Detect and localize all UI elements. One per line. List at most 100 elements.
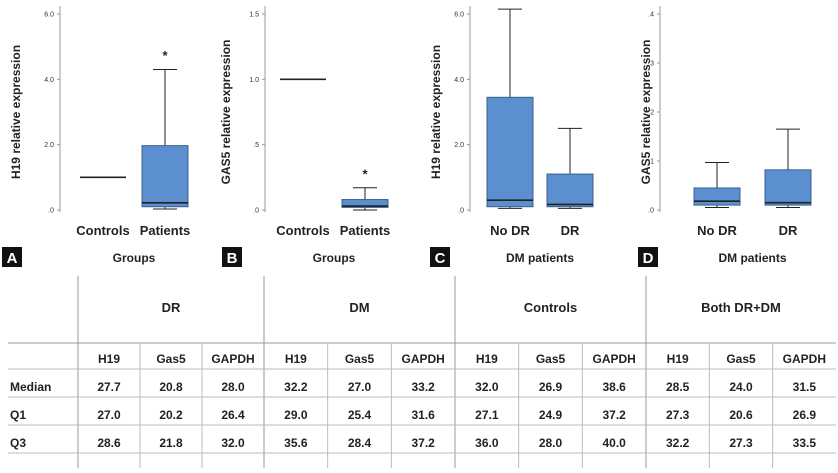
table-column-header: Gas5	[345, 352, 375, 366]
panel-a-letter: A	[7, 250, 18, 267]
table-cell: 38.6	[602, 380, 626, 394]
table-cell: 26.4	[221, 408, 245, 422]
panel-d-tick-label: .1	[648, 159, 654, 166]
panel-b-tick-label: .0	[253, 208, 259, 215]
table-cell: 40.0	[602, 436, 626, 450]
panel-a-tick-label: 6.0	[44, 12, 54, 19]
panel-d-box	[764, 169, 812, 206]
panel-c-xlabel: DM patients	[506, 251, 574, 265]
table-cell: 31.5	[793, 380, 817, 394]
panel-d-xlabel: DM patients	[718, 251, 786, 265]
panel-b-category-label: Controls	[276, 223, 329, 238]
table-cell: 26.9	[539, 380, 563, 394]
table-cell: 29.0	[284, 408, 308, 422]
table-group-header: Both DR+DM	[701, 300, 781, 315]
panel-d-tick-label: .3	[648, 61, 654, 68]
table-column-header: GAPDH	[401, 352, 444, 366]
panel-c-tick-label: .0	[458, 208, 464, 215]
table-cell: 20.8	[159, 380, 183, 394]
panel-b-box	[341, 199, 389, 208]
table-cell: 27.3	[729, 436, 753, 450]
panel-c-category-label: No DR	[490, 223, 530, 238]
panel-d-tick-label: .2	[648, 110, 654, 117]
panel-d-box	[693, 187, 741, 206]
table-group-header: DR	[162, 300, 181, 315]
table-column-header: GAPDH	[592, 352, 635, 366]
table-cell: 21.8	[159, 436, 183, 450]
panel-b-letter-box	[222, 247, 242, 267]
table-column-header: H19	[285, 352, 307, 366]
panel-b-letter: B	[227, 250, 238, 267]
panel-c-tick-label: 2.0	[454, 142, 464, 149]
table-cell: 32.0	[475, 380, 499, 394]
table-cell: 35.6	[284, 436, 308, 450]
table-cell: 28.4	[348, 436, 372, 450]
table-cell: 28.6	[97, 436, 121, 450]
panel-d-tick-label: .0	[648, 208, 654, 215]
table-cell: 27.0	[348, 380, 372, 394]
panel-a-significance-star: *	[162, 48, 168, 63]
table-cell: 28.5	[666, 380, 690, 394]
table-cell: 36.0	[475, 436, 499, 450]
panel-a-tick-label: 2.0	[44, 142, 54, 149]
panel-d-ylabel: GAS5 relative expression	[639, 40, 653, 185]
table-cell: 24.9	[539, 408, 563, 422]
table-cell: 27.0	[97, 408, 121, 422]
table-column-header: H19	[667, 352, 689, 366]
panel-c-category-label: DR	[561, 223, 580, 238]
table-cell: 32.0	[221, 436, 245, 450]
panel-a-ylabel: H19 relative expression	[9, 45, 23, 179]
table-cell: 20.2	[159, 408, 183, 422]
table-cell: 31.6	[411, 408, 435, 422]
table-cell: 27.7	[97, 380, 121, 394]
table-cell: 27.1	[475, 408, 499, 422]
panel-a-category-label: Controls	[76, 223, 129, 238]
table-cell: 20.6	[729, 408, 753, 422]
panel-b-category-label: Patients	[340, 223, 391, 238]
table-column-header: GAPDH	[783, 352, 826, 366]
table-cell: 26.9	[793, 408, 817, 422]
table-column-header: H19	[98, 352, 120, 366]
panel-b-xlabel: Groups	[313, 251, 356, 265]
panel-d-tick-label: .4	[648, 12, 654, 19]
panel-a-tick-label: .0	[48, 208, 54, 215]
table-cell: 37.2	[602, 408, 626, 422]
panel-a-tick-label: 4.0	[44, 77, 54, 84]
panel-b-tick-label: 1.5	[249, 12, 259, 19]
table-column-header: Gas5	[156, 352, 186, 366]
table-cell: 24.0	[729, 380, 753, 394]
table-cell: 32.2	[284, 380, 308, 394]
table-cell: 32.2	[666, 436, 690, 450]
table-cell: 28.0	[221, 380, 245, 394]
panel-c-letter-box	[430, 247, 450, 267]
table-column-header: Gas5	[536, 352, 566, 366]
table-cell: 33.5	[793, 436, 817, 450]
table-row-label: Median	[10, 380, 51, 394]
panel-a-xlabel: Groups	[113, 251, 156, 265]
panel-a-category-label: Patients	[140, 223, 191, 238]
panel-b-tick-label: .5	[253, 142, 259, 149]
table-column-header: Gas5	[726, 352, 756, 366]
panel-c-ylabel: H19 relative expression	[429, 45, 443, 179]
panel-b-ylabel: GAS5 relative expression	[219, 40, 233, 185]
table-cell: 28.0	[539, 436, 563, 450]
table-column-header: GAPDH	[211, 352, 254, 366]
panel-d-letter-box	[638, 247, 658, 267]
table-row-label: Q3	[10, 436, 26, 450]
table-cell: 33.2	[411, 380, 435, 394]
panel-b-tick-label: 1.0	[249, 77, 259, 84]
panel-c-box	[486, 96, 534, 208]
table-row-label: Q1	[10, 408, 26, 422]
panel-d-letter: D	[643, 250, 654, 267]
panel-d-category-label: No DR	[697, 223, 737, 238]
table-column-header: H19	[476, 352, 498, 366]
table-cell: 25.4	[348, 408, 372, 422]
panel-c-letter: C	[435, 250, 446, 267]
table-cell: 37.2	[411, 436, 435, 450]
panel-d-category-label: DR	[779, 223, 798, 238]
panel-c-tick-label: 4.0	[454, 77, 464, 84]
panel-c-tick-label: 6.0	[454, 12, 464, 19]
panel-a-letter-box	[2, 247, 22, 267]
